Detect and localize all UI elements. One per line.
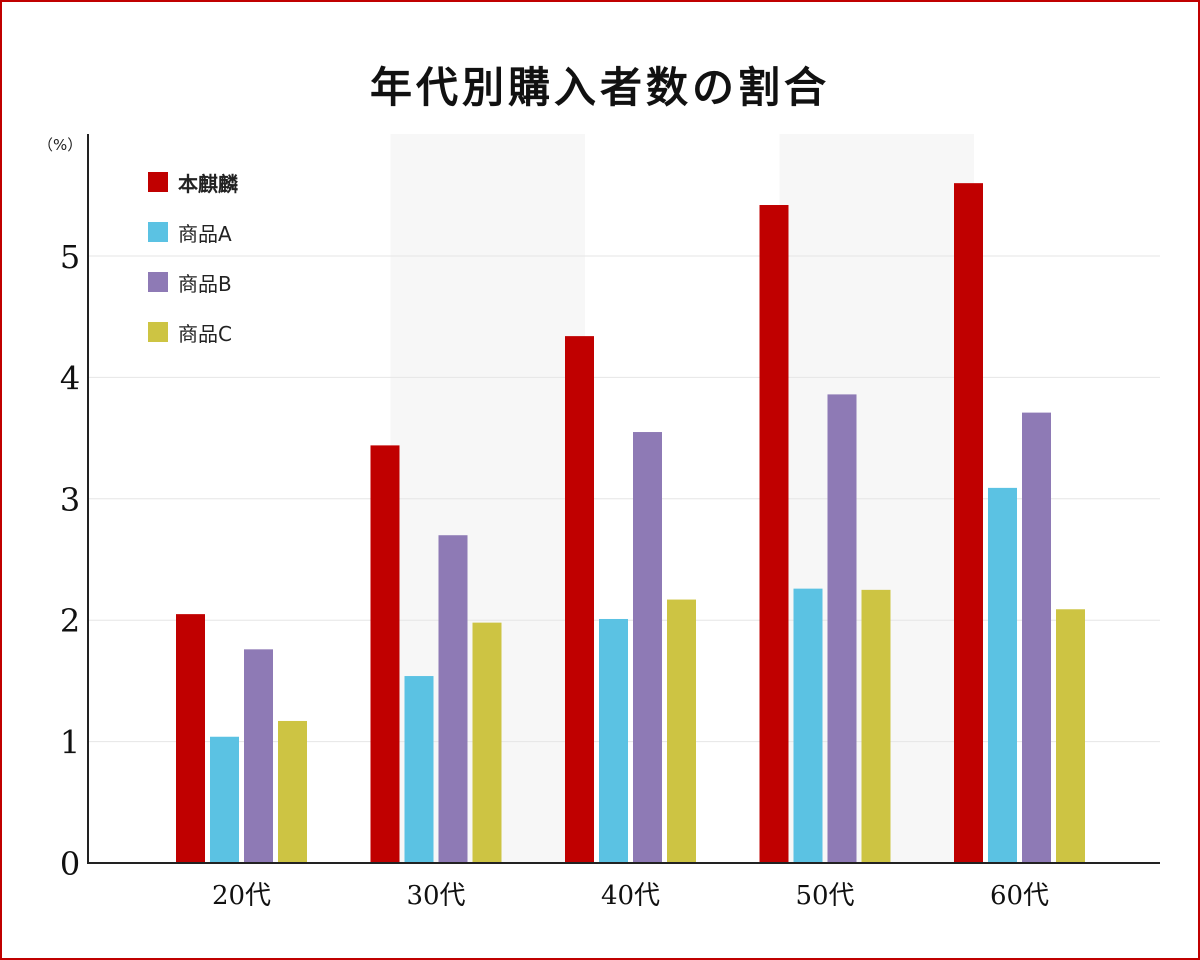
bar-商品A-60代	[988, 487, 1017, 863]
x-tick-label-20代: 20代	[212, 881, 271, 911]
legend-item-series-2: 商品A	[148, 220, 238, 246]
bar-商品C-50代	[861, 589, 891, 863]
bar-本麒麟-60代	[954, 183, 983, 863]
y-tick-label-2: 2	[60, 602, 80, 640]
bar-本麒麟-30代	[370, 445, 400, 863]
bar-本麒麟-20代	[176, 614, 205, 863]
legend-label-series-2: 商品A	[178, 221, 232, 246]
y-axis-unit-label: （%）	[38, 136, 83, 154]
bar-本麒麟-50代	[759, 205, 789, 864]
bar-商品B-60代	[1022, 412, 1051, 863]
legend-swatch-series-1	[148, 172, 168, 192]
bar-商品A-30代	[404, 676, 434, 863]
bar-商品B-20代	[244, 649, 273, 863]
legend-item-series-4: 商品C	[148, 320, 238, 346]
legend-label-series-1: 本麒麟	[178, 171, 238, 196]
y-tick-label-4: 4	[60, 359, 80, 397]
legend-label-series-4: 商品C	[178, 321, 232, 346]
x-tick-label-60代: 60代	[990, 881, 1049, 911]
legend-swatch-series-2	[148, 222, 168, 242]
legend-swatch-series-4	[148, 322, 168, 342]
chart-title: 年代別購入者数の割合	[369, 63, 830, 112]
legend-item-series-1: 本麒麟	[148, 170, 238, 196]
legend-label-series-3: 商品B	[178, 271, 232, 296]
bar-商品A-20代	[210, 736, 239, 863]
y-tick-label-3: 3	[60, 481, 80, 519]
bar-商品C-20代	[278, 720, 307, 863]
bar-本麒麟-40代	[565, 336, 594, 863]
bar-商品B-50代	[827, 394, 857, 863]
bar-商品A-40代	[599, 618, 628, 863]
x-tick-label-50代: 50代	[795, 881, 854, 911]
bar-商品B-30代	[438, 535, 468, 863]
x-tick-label-40代: 40代	[601, 881, 660, 911]
legend-item-series-3: 商品B	[148, 270, 238, 296]
x-tick-label-30代: 30代	[406, 881, 465, 911]
legend: 本麒麟 商品A 商品B 商品C	[148, 170, 238, 370]
y-tick-label-0: 0	[60, 845, 80, 883]
y-tick-label-1: 1	[60, 724, 80, 762]
bar-商品A-50代	[793, 588, 823, 863]
bar-商品C-30代	[472, 622, 502, 863]
legend-swatch-series-3	[148, 272, 168, 292]
bar-商品C-40代	[667, 599, 696, 863]
y-tick-label-5: 5	[60, 238, 80, 276]
bar-商品B-40代	[633, 432, 662, 863]
bar-商品C-60代	[1056, 609, 1085, 863]
